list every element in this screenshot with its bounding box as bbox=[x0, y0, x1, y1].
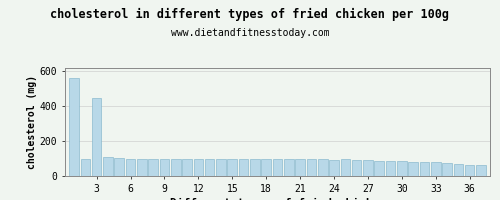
Bar bbox=[160, 159, 170, 176]
Bar bbox=[318, 159, 328, 176]
Bar bbox=[442, 163, 452, 176]
Bar bbox=[397, 161, 406, 176]
Bar bbox=[363, 160, 372, 176]
Bar bbox=[114, 158, 124, 176]
Bar bbox=[205, 159, 214, 176]
Bar bbox=[408, 162, 418, 176]
Bar bbox=[465, 165, 474, 176]
Bar bbox=[476, 165, 486, 176]
Bar bbox=[306, 159, 316, 176]
Bar bbox=[216, 159, 226, 176]
Bar bbox=[250, 159, 260, 176]
Bar bbox=[352, 160, 362, 176]
Bar bbox=[92, 98, 102, 176]
Y-axis label: cholesterol (mg): cholesterol (mg) bbox=[27, 75, 37, 169]
Bar bbox=[182, 159, 192, 176]
Bar bbox=[239, 159, 248, 176]
Bar bbox=[420, 162, 429, 176]
Bar bbox=[228, 159, 237, 176]
Bar bbox=[194, 159, 203, 176]
Bar bbox=[126, 159, 136, 176]
Bar bbox=[262, 159, 271, 176]
Bar bbox=[431, 162, 440, 176]
Bar bbox=[69, 78, 79, 176]
Bar bbox=[340, 159, 350, 176]
Bar bbox=[272, 159, 282, 176]
Bar bbox=[329, 160, 339, 176]
Bar bbox=[386, 161, 396, 176]
Bar bbox=[148, 159, 158, 176]
Bar bbox=[80, 159, 90, 176]
Text: cholesterol in different types of fried chicken per 100g: cholesterol in different types of fried … bbox=[50, 8, 450, 21]
Bar bbox=[103, 157, 113, 176]
Bar bbox=[284, 159, 294, 176]
Bar bbox=[454, 164, 463, 176]
Bar bbox=[374, 161, 384, 176]
Bar bbox=[137, 159, 146, 176]
Text: www.dietandfitnesstoday.com: www.dietandfitnesstoday.com bbox=[170, 28, 330, 38]
Bar bbox=[296, 159, 305, 176]
X-axis label: Different types of fried chicken: Different types of fried chicken bbox=[170, 198, 386, 200]
Bar bbox=[171, 159, 180, 176]
